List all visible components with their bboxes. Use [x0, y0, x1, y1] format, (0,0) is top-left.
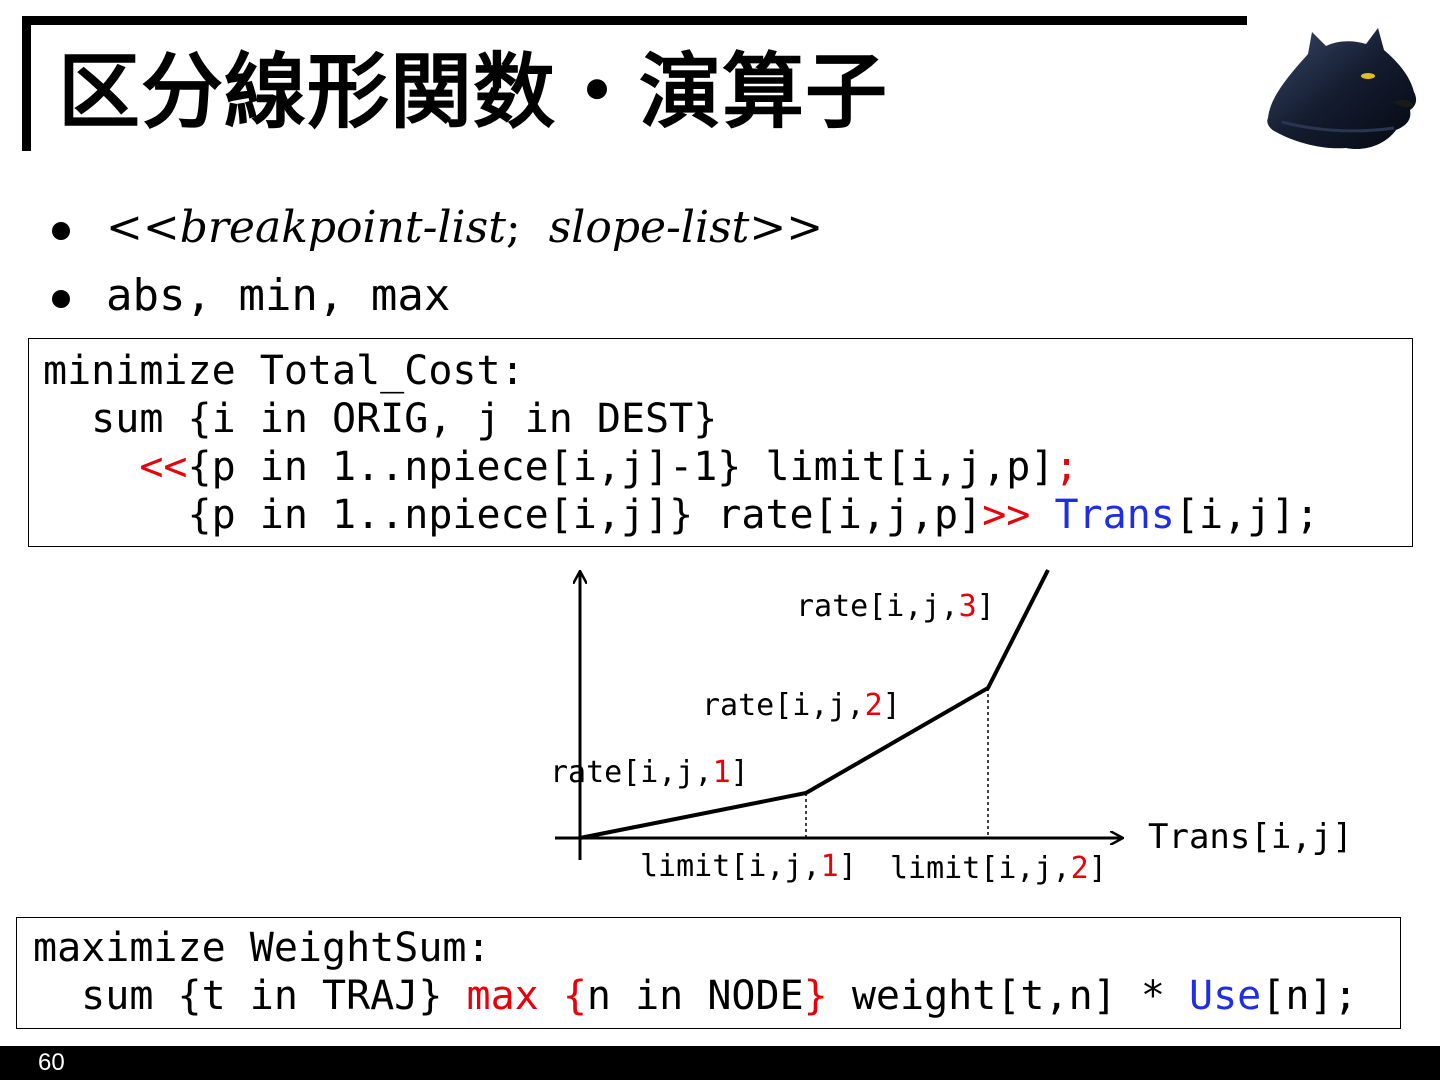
breakpoint-label-2: limit[i,j,2]	[890, 851, 1107, 886]
slide-title: 区分線形関数・演算子	[58, 45, 889, 140]
title-rule-left	[22, 16, 31, 151]
open-angle: <<	[106, 202, 180, 253]
space	[1030, 492, 1054, 538]
bullet-piecewise-syntax: <<breakpoint-list; slope-list>>	[50, 198, 1050, 258]
variable-use: Use	[1189, 973, 1262, 1019]
breakpoint-label-1: limit[i,j,1]	[640, 849, 857, 884]
max-open-brace: {	[562, 973, 587, 1019]
code-end: [i,j];	[1174, 492, 1320, 538]
piecewise-close: >>	[982, 492, 1031, 538]
bullet-text: abs, min, max	[106, 270, 451, 321]
slope-list-text: slope-list	[548, 202, 750, 253]
variable-trans: Trans	[1054, 492, 1175, 538]
code-block-minimize: minimize Total_Cost: sum {i in ORIG, j i…	[28, 338, 1413, 547]
piecewise-line	[579, 569, 1050, 840]
bullet-text: <<breakpoint-list; slope-list>>	[106, 198, 823, 258]
slope-label-2: rate[i,j,2]	[702, 688, 901, 723]
piecewise-separator: ;	[1054, 444, 1079, 490]
sum-expr: sum {t in TRAJ}	[33, 973, 467, 1019]
panther-logo-icon	[1267, 28, 1417, 150]
footer-bar: 60	[0, 1046, 1440, 1080]
code-line: maximize WeightSum:	[33, 925, 491, 971]
code-end: [n];	[1261, 973, 1358, 1019]
bullet-dot	[52, 222, 70, 240]
close-angle: >>	[749, 202, 824, 253]
bullet-dot	[52, 290, 70, 308]
semicolon: ;	[505, 202, 521, 253]
code-line: minimize Total_Cost:	[43, 348, 525, 394]
space	[539, 973, 563, 1019]
title-rule-top	[22, 16, 1247, 25]
slope-label-1: rate[i,j,1]	[550, 755, 749, 790]
breakpoint-list-text: breakpoint-list	[179, 202, 506, 253]
code-line: {p in 1..npiece[i,j]} rate[i,j,p]>> Tran…	[43, 491, 1412, 539]
max-index-set: n in NODE	[586, 973, 804, 1019]
weight-expr: weight[t,n] *	[827, 973, 1189, 1019]
breakpoint-expr: {p in 1..npiece[i,j]-1} limit[i,j,p]	[187, 444, 1055, 490]
slope-label-3: rate[i,j,3]	[796, 589, 995, 624]
slope-expr: {p in 1..npiece[i,j]} rate[i,j,p]	[43, 492, 983, 538]
code-line: sum {i in ORIG, j in DEST}	[43, 396, 718, 442]
code-line: <<{p in 1..npiece[i,j]-1} limit[i,j,p];	[43, 443, 1412, 491]
code-line: sum {t in TRAJ} max {n in NODE} weight[t…	[33, 972, 1400, 1020]
code-block-maximize: maximize WeightSum: sum {t in TRAJ} max …	[16, 917, 1401, 1029]
x-axis-label: Trans[i,j]	[1148, 817, 1353, 857]
max-operator: max	[466, 973, 539, 1019]
piecewise-linear-figure: rate[i,j,3] rate[i,j,2] rate[i,j,1] limi…	[550, 569, 1353, 886]
piecewise-open: <<	[139, 444, 188, 490]
bullet-functions: abs, min, max	[50, 266, 1050, 326]
indent	[43, 444, 139, 490]
page-number: 60	[38, 1049, 65, 1076]
max-close-brace: }	[803, 973, 828, 1019]
